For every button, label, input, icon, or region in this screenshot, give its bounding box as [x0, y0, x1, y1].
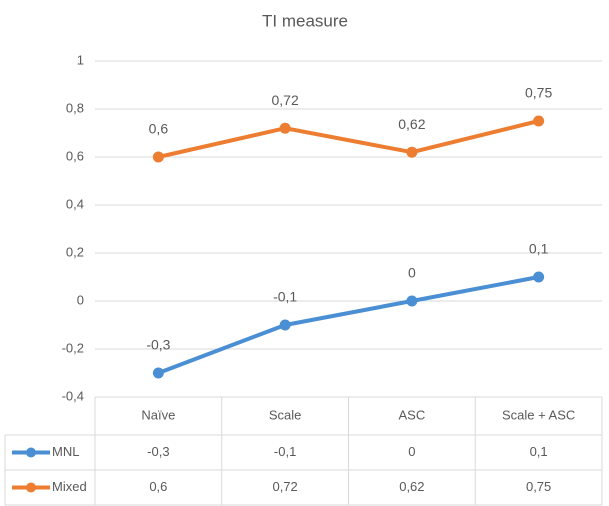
y-tick-label: 0,6 — [66, 148, 84, 163]
y-tick-label: 0,4 — [66, 196, 84, 211]
data-label: 0 — [408, 265, 416, 281]
chart-title: TI measure — [262, 11, 348, 30]
table-cell: 0,75 — [526, 479, 551, 494]
series-line — [157, 275, 539, 375]
data-point — [406, 146, 418, 158]
legend-label: Mixed — [52, 479, 87, 494]
data-point — [152, 367, 164, 379]
data-point — [279, 319, 291, 331]
x-tick-label: Naïve — [141, 407, 175, 422]
data-point — [533, 115, 545, 127]
series-line — [157, 119, 540, 159]
y-tick-label: 1 — [77, 52, 84, 67]
table-cell: 0,72 — [272, 479, 297, 494]
legend-label: MNL — [52, 444, 79, 459]
table-cell: -0,1 — [274, 444, 296, 459]
table-cell: -0,3 — [147, 444, 169, 459]
y-tick-label: 0,2 — [66, 244, 84, 259]
data-point — [406, 295, 418, 307]
data-point — [533, 271, 545, 283]
data-label: 0,1 — [529, 241, 549, 257]
data-label: 0,75 — [525, 85, 552, 101]
table-cell: 0 — [408, 444, 415, 459]
data-label: 0,6 — [149, 121, 169, 137]
data-label: -0,1 — [273, 289, 297, 305]
data-point — [279, 122, 291, 134]
x-tick-label: Scale + ASC — [502, 407, 575, 422]
table-cell: 0,62 — [399, 479, 424, 494]
data-label: 0,72 — [272, 92, 299, 108]
table-cell: 0,6 — [149, 479, 167, 494]
x-tick-label: ASC — [399, 407, 426, 422]
y-tick-label: 0 — [77, 292, 84, 307]
data-point — [152, 151, 164, 163]
table-cell: 0,1 — [530, 444, 548, 459]
y-tick-label: 0,8 — [66, 100, 84, 115]
y-tick-label: -0,4 — [62, 388, 84, 403]
data-label: 0,62 — [398, 116, 425, 132]
data-label: -0,3 — [146, 337, 170, 353]
y-tick-label: -0,2 — [62, 340, 84, 355]
legend-marker — [26, 447, 36, 458]
legend-marker — [26, 482, 36, 493]
x-tick-label: Scale — [269, 407, 302, 422]
